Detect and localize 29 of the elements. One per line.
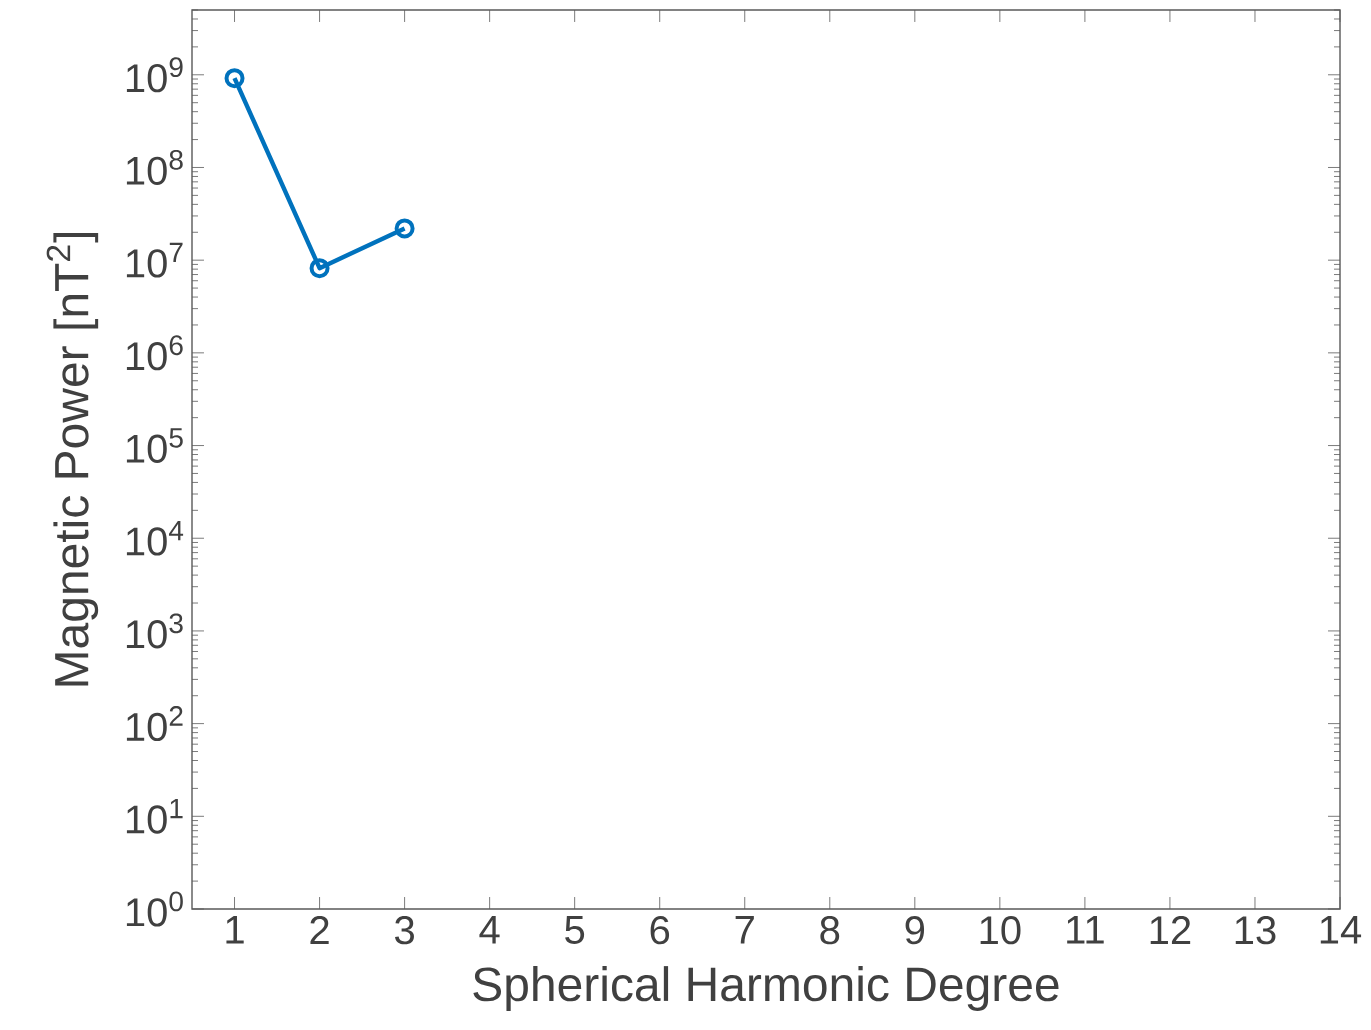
y-tick-label: 10$^{1}$	[126, 798, 183, 834]
y-tick-label: 10$^{6}$	[126, 335, 183, 371]
y-tick-label: 10$^{5}$	[126, 428, 183, 463]
x-tick-label: 14	[1320, 916, 1362, 944]
x-tick-label: 1	[226, 916, 244, 944]
x-tick-label: 2	[310, 916, 329, 944]
x-tick-label: 3	[395, 916, 414, 945]
y-tick-label: 10$^{2}$	[126, 706, 183, 742]
x-tick-label: 4	[479, 916, 500, 944]
y-tick-label: 10$^{3}$	[126, 613, 183, 649]
y-tick-label: 10$^{0}$	[126, 891, 183, 927]
y-tick-label: 10$^{8}$	[126, 149, 183, 185]
x-tick-label: 8	[820, 916, 840, 945]
x-tick-label: 7	[735, 916, 754, 944]
x-tick-label: 11	[1067, 916, 1104, 944]
point	[309, 258, 330, 279]
x-tick-label: 13	[1235, 916, 1276, 945]
x-tick-label: 6	[650, 916, 670, 945]
x-axis-title: Spherical Harmonic Degree	[473, 966, 1059, 1011]
y-axis-title: Magnetic Power [nT$^{2}$]	[46, 233, 99, 686]
y-tick-label: 10$^{7}$	[126, 242, 183, 278]
y-tick-label: 10$^{4}$	[126, 520, 184, 556]
point	[224, 68, 245, 89]
y-tick-label: 10$^{9}$	[126, 57, 183, 93]
x-tick-label: 12	[1150, 916, 1191, 944]
x-tick-label: 10	[980, 916, 1021, 945]
x-tick-label: 9	[905, 916, 925, 945]
x-tick-label: 5	[565, 916, 585, 944]
point	[394, 218, 415, 239]
